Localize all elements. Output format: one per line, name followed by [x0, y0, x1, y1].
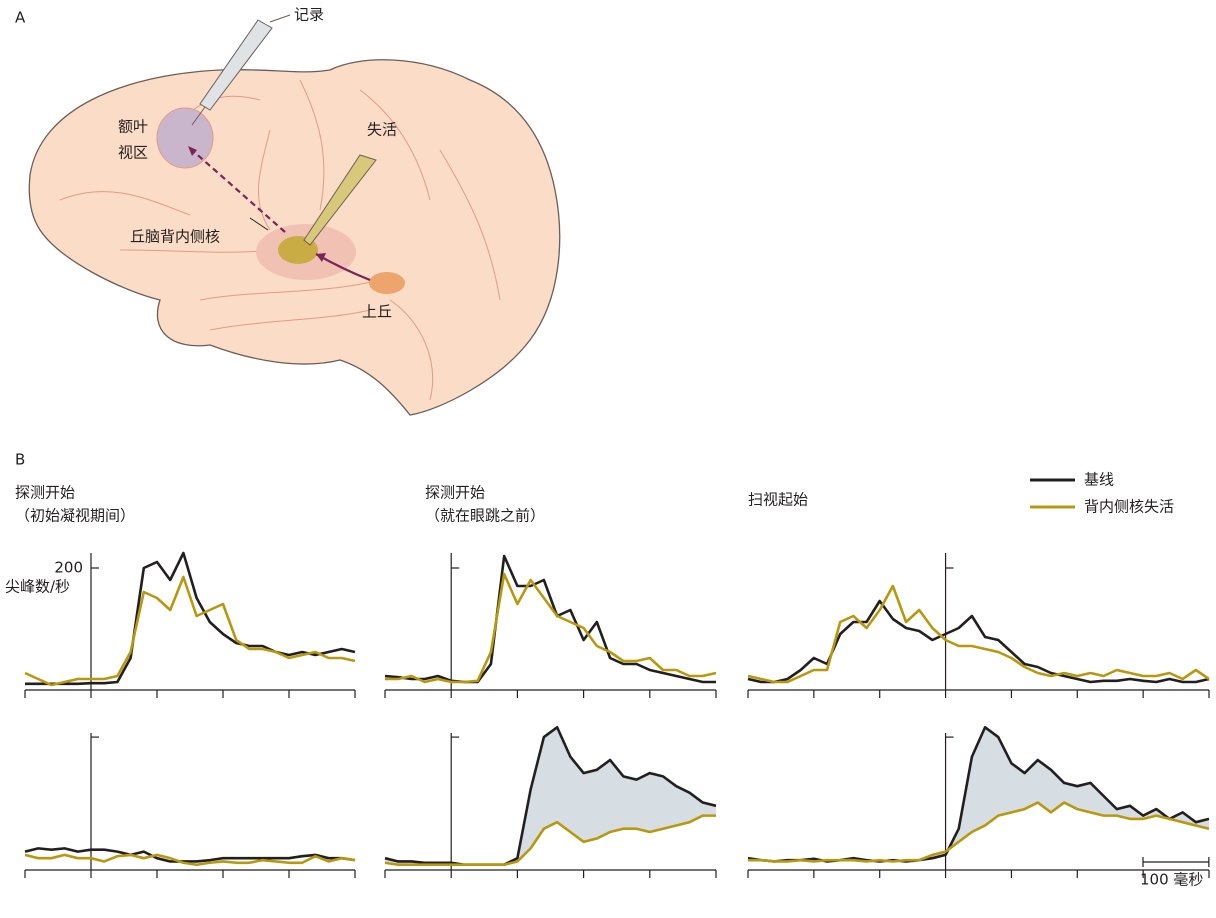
label: 上丘 [362, 303, 392, 321]
scale-bar-label: 100 毫秒 [1140, 871, 1203, 889]
leader [269, 14, 291, 23]
dashed-arrow [191, 149, 286, 233]
label: 视区 [118, 144, 148, 162]
y-tick-label: 200 [54, 559, 83, 577]
column-title: （初始凝视期间） [15, 507, 135, 525]
difference-area [385, 727, 716, 865]
trace [747, 584, 1210, 684]
sc-region [369, 272, 405, 294]
column-title: 探测开始 [15, 484, 75, 502]
trace [384, 814, 716, 867]
trace [748, 801, 1210, 863]
trace [747, 599, 1210, 684]
column-title: 探测开始 [425, 484, 485, 502]
y-axis-label: 尖峰数/秒 [5, 578, 70, 596]
label: 丘脑背内侧核 [130, 228, 220, 246]
column-title: （就在眼跳之前） [425, 507, 545, 525]
panel-label: A [15, 9, 26, 27]
fef-region [156, 107, 214, 169]
legend-label: 基线 [1084, 471, 1114, 489]
electrode [199, 19, 273, 111]
trace [24, 575, 356, 687]
trace [24, 847, 356, 863]
trace [24, 853, 356, 867]
trace [25, 551, 356, 686]
electrode-tip [191, 106, 206, 126]
trace [384, 725, 717, 867]
brain-diagram: A 记录 额叶 视区 失活 丘脑背内侧核 上丘 [15, 6, 561, 416]
legend-label: 背内侧核失活 [1084, 498, 1174, 516]
column-title: 扫视起始 [748, 491, 808, 509]
label: 记录 [294, 6, 324, 24]
arrowhead [188, 146, 197, 156]
label: 失活 [367, 121, 397, 139]
arrowhead [316, 253, 326, 262]
trace [385, 572, 717, 684]
label: 额叶 [118, 118, 148, 136]
difference-area [748, 727, 1209, 862]
cannula [303, 154, 377, 246]
leader [249, 217, 269, 231]
trace [384, 554, 716, 684]
panel-label: B [15, 451, 25, 469]
